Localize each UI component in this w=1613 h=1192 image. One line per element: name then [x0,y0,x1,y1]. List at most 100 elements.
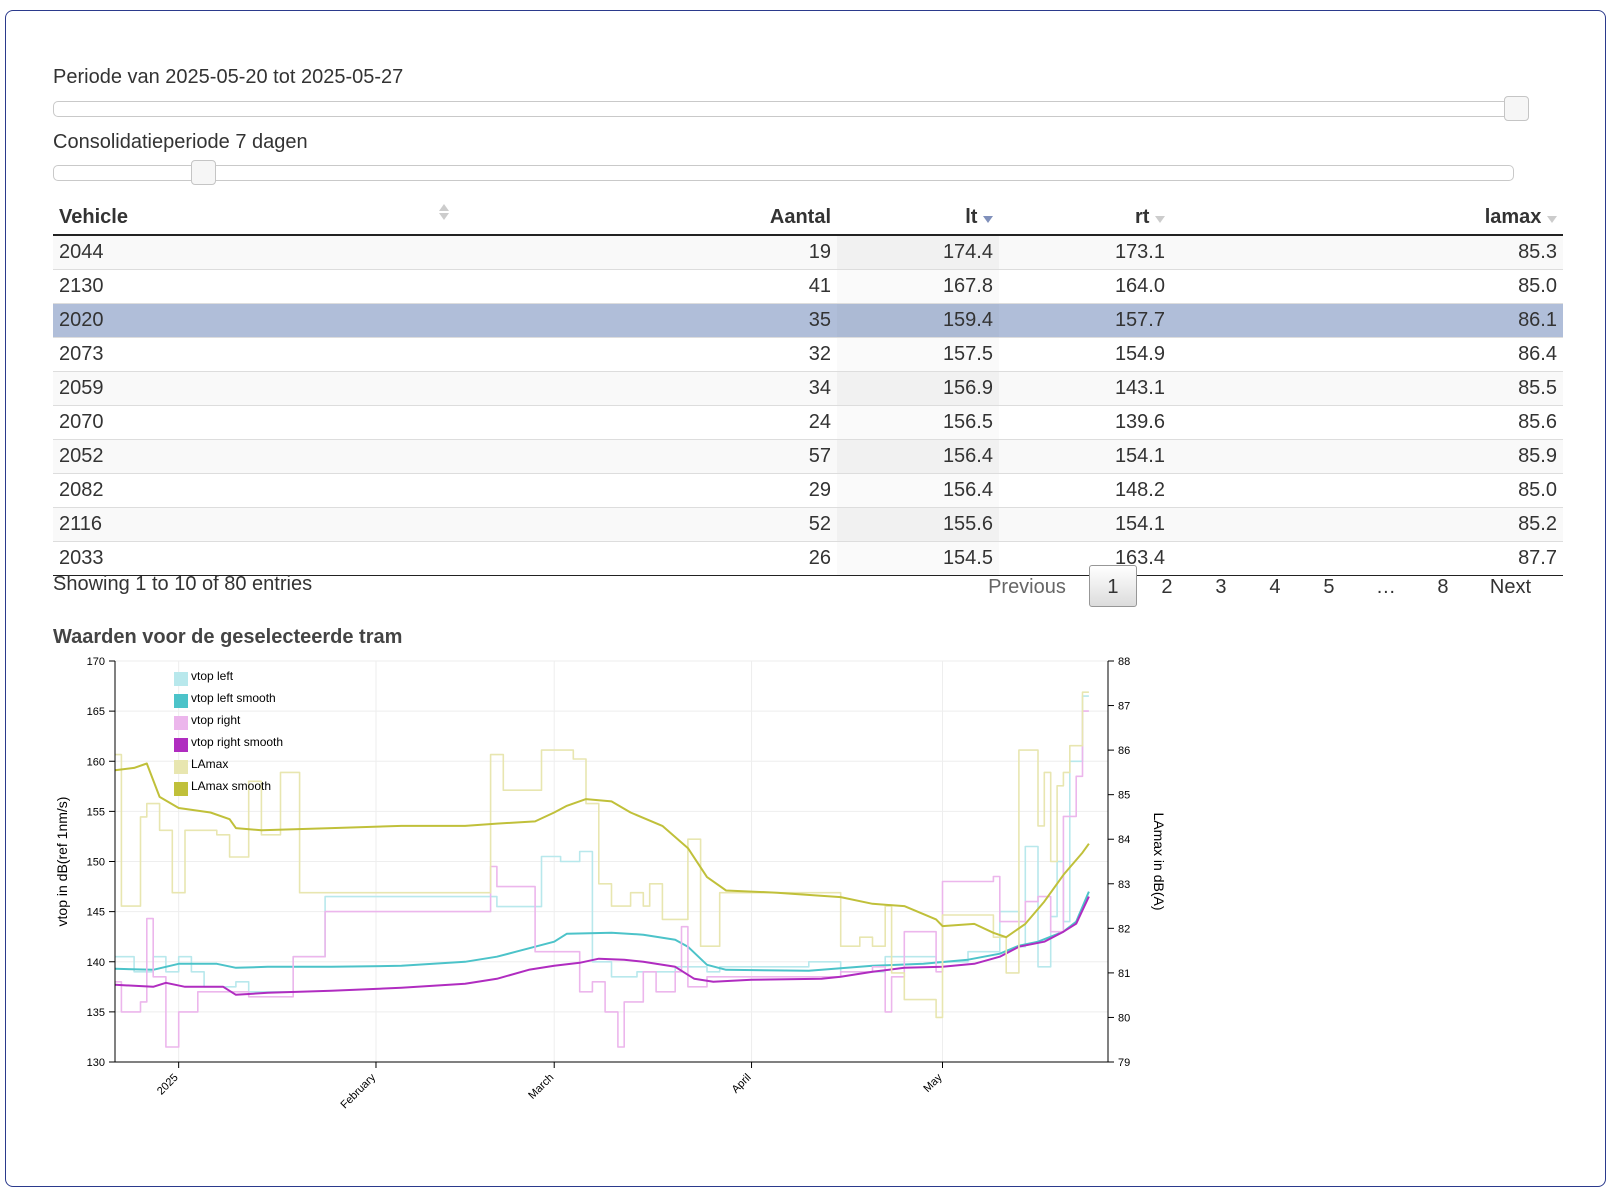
right-y-tick-label: 85 [1118,790,1130,802]
table-cell-vehicle: 2044 [53,235,455,270]
right-y-tick-label: 79 [1118,1057,1130,1069]
column-header-label: lamax [1484,205,1542,228]
x-tick-label: April [730,1072,754,1096]
sort-desc-icon [1547,215,1557,223]
table-cell-lamax: 85.3 [1171,235,1563,270]
x-tick-label: February [338,1071,378,1111]
table-row[interactable]: 2070 24 156.5 139.6 85.6 [53,405,1563,440]
pagination-ellipsis: … [1375,576,1396,598]
table-row[interactable]: 2116 52 155.6 154.1 85.2 [53,507,1563,542]
table-cell-lamax: 86.1 [1171,303,1563,338]
left-y-axis-title: vtop in dB(ref 1nm/s) [54,797,70,927]
table-cell-vehicle: 2020 [53,303,455,338]
table-cell-lamax: 85.9 [1171,439,1563,474]
page-button-1[interactable]: 1 [1088,565,1137,607]
left-y-tick-label: 160 [87,756,105,768]
table-cell-lamax: 85.5 [1171,371,1563,406]
right-y-tick-label: 82 [1118,923,1130,935]
table-row[interactable]: 2020 35 159.4 157.7 86.1 [53,303,1563,338]
next-page-button[interactable]: Next [1489,576,1531,598]
page-button-8[interactable]: 8 [1437,576,1449,598]
table-cell-aantal: 35 [455,303,837,338]
consolidation-slider-handle[interactable] [191,160,216,185]
legend-label: vtop right [191,713,241,727]
sort-both-icon [439,204,449,220]
x-tick-label: March [526,1072,556,1102]
table-cell-aantal: 34 [455,371,837,406]
previous-page-button[interactable]: Previous [988,576,1066,598]
table-cell-lt: 155.6 [837,507,999,542]
period-slider-handle[interactable] [1504,96,1529,121]
right-y-axis-title: LAmax in dB(A) [1151,812,1167,910]
table-cell-rt: 143.1 [999,371,1171,406]
right-y-tick-label: 83 [1118,879,1130,891]
table-cell-aantal: 24 [455,405,837,440]
right-y-tick-label: 86 [1118,745,1130,757]
table-row[interactable]: 2059 34 156.9 143.1 85.5 [53,371,1563,406]
table-cell-rt: 164.0 [999,269,1171,304]
table-cell-aantal: 32 [455,337,837,372]
legend-swatch [174,738,188,752]
x-tick-label: 2025 [155,1072,181,1098]
table-cell-aantal: 57 [455,439,837,474]
vehicle-table: Vehicle Aantal lt rt lamax 2044 19 174.4 1 [53,200,1563,576]
table-cell-vehicle: 2073 [53,337,455,372]
table-cell-lt: 174.4 [837,235,999,270]
table-row[interactable]: 2044 19 174.4 173.1 85.3 [53,235,1563,270]
legend-label: LAmax smooth [191,779,271,793]
series-line-vtop-right [115,710,1089,1048]
period-slider-track[interactable] [53,96,1529,121]
column-header-lamax[interactable]: lamax [1171,200,1563,236]
consolidation-label: Consolidatieperiode 7 dagen [53,131,308,153]
table-cell-rt: 163.4 [999,541,1171,576]
page-button-5[interactable]: 5 [1323,576,1335,598]
legend-label: vtop right smooth [191,735,283,749]
series-line-vtop-right-smooth [114,896,1090,996]
column-header-lt[interactable]: lt [837,200,999,236]
table-cell-vehicle: 2130 [53,269,455,304]
sort-desc-icon [983,215,993,223]
page-button-3[interactable]: 3 [1215,576,1227,598]
legend-swatch [174,694,188,708]
table-row[interactable]: 2052 57 156.4 154.1 85.9 [53,439,1563,474]
vehicle-chart: 130 135 140 145 150 155 160 165 170 79 80 81 82 83 84 8… [54,656,1167,1111]
table-cell-lt: 167.8 [837,269,999,304]
table-cell-rt: 173.1 [999,235,1171,270]
page-button-4[interactable]: 4 [1269,576,1281,598]
table-cell-rt: 157.7 [999,303,1171,338]
column-header-label: Vehicle [59,205,128,228]
left-y-tick-label: 135 [87,1007,105,1019]
column-header-aantal[interactable]: Aantal [455,200,837,236]
legend-label: vtop left [191,669,234,683]
table-row[interactable]: 2082 29 156.4 148.2 85.0 [53,473,1563,508]
right-y-tick-label: 87 [1118,701,1130,713]
legend-label: vtop left smooth [191,691,276,705]
table-row[interactable]: 2033 26 154.5 163.4 87.7 [53,541,1563,576]
right-y-tick-label: 81 [1118,968,1130,980]
page-button-2[interactable]: 2 [1161,576,1173,598]
table-info: Showing 1 to 10 of 80 entries [53,573,313,595]
table-cell-lamax: 85.6 [1171,405,1563,440]
table-row[interactable]: 2073 32 157.5 154.9 86.4 [53,337,1563,372]
left-y-tick-label: 165 [87,706,105,718]
table-cell-vehicle: 2116 [53,507,455,542]
right-y-tick-label: 80 [1118,1012,1130,1024]
legend-swatch [174,716,188,730]
column-header-rt[interactable]: rt [999,200,1171,236]
table-row[interactable]: 2130 41 167.8 164.0 85.0 [53,269,1563,304]
content-frame [5,10,1606,1187]
column-header-label: lt [965,205,978,228]
table-cell-aantal: 19 [455,235,837,270]
column-header-label: Aantal [769,205,831,228]
consolidation-slider-track[interactable] [53,160,1514,185]
table-cell-lamax: 86.4 [1171,337,1563,372]
table-cell-lamax: 85.0 [1171,473,1563,508]
table-cell-lt: 159.4 [837,303,999,338]
table-cell-lt: 156.4 [837,473,999,508]
column-header-vehicle[interactable]: Vehicle [53,200,455,236]
left-y-tick-label: 150 [87,857,105,869]
table-cell-aantal: 52 [455,507,837,542]
table-cell-aantal: 29 [455,473,837,508]
table-cell-vehicle: 2059 [53,371,455,406]
left-y-tick-label: 140 [87,957,105,969]
